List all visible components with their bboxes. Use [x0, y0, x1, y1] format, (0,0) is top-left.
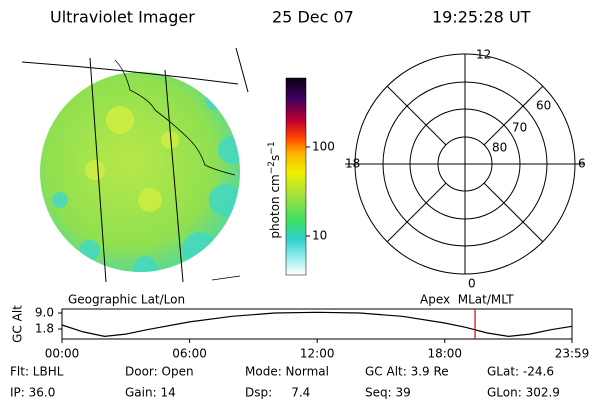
date: 25 Dec 07 — [272, 8, 354, 27]
mlat-label: 70 — [512, 121, 527, 135]
colorbar-tick-label: 100 — [312, 140, 335, 154]
x-tick-label: 18:00 — [427, 347, 462, 361]
mlt-label: 18 — [345, 157, 360, 171]
mlt-label: 0 — [468, 277, 476, 291]
status-field: GLon: 302.9 — [487, 386, 560, 400]
x-tick-label: 06:00 — [172, 347, 207, 361]
colorbar-label: photon cm−2s−1 — [267, 141, 282, 238]
panel-label: Geographic Lat/Lon — [68, 293, 185, 307]
x-tick-label: 12:00 — [300, 347, 335, 361]
map-lines — [21, 47, 249, 283]
mlt-label: 12 — [476, 48, 491, 62]
y-axis-label: GC Alt — [11, 305, 25, 343]
instrument: Ultraviolet Imager — [50, 8, 195, 27]
status-field: Dsp: 7.4 — [245, 386, 310, 400]
altitude-line — [61, 311, 573, 337]
status-field: GLat: -24.6 — [487, 365, 554, 379]
status-field: GC Alt: 3.9 Re — [365, 365, 449, 379]
mlt-label: 6 — [578, 157, 586, 171]
time: 19:25:28 UT — [432, 8, 531, 27]
status-field: IP: 36.0 — [10, 386, 55, 400]
status-field: Flt: LBHL — [10, 365, 64, 379]
panel-label: Apex MLat/MLT — [420, 293, 514, 307]
x-tick-label: 00:00 — [45, 347, 80, 361]
uv-image — [40, 72, 240, 272]
y-tick-label: 9.0 — [35, 306, 54, 320]
status-field: Door: Open — [125, 365, 194, 379]
polar-grid — [345, 53, 585, 275]
colorbar — [285, 77, 307, 276]
mlat-label: 80 — [492, 141, 507, 155]
status-field: Mode: Normal — [245, 365, 329, 379]
x-tick-label: 23:59 — [555, 347, 590, 361]
mlat-label: 60 — [536, 99, 551, 113]
status-field: Seq: 39 — [365, 386, 411, 400]
status-field: Gain: 14 — [125, 386, 176, 400]
y-tick-label: 1.8 — [35, 322, 54, 336]
colorbar-tick-label: 10 — [312, 229, 327, 243]
